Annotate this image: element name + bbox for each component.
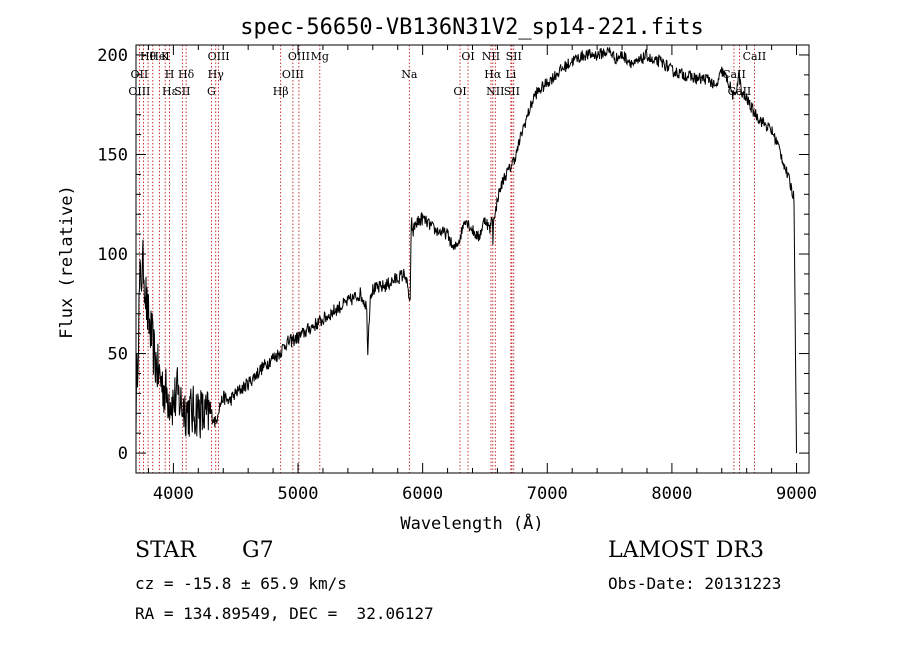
- line-label: H: [165, 68, 175, 81]
- line-label: OIII: [288, 50, 310, 63]
- spectral-line-labels: HθOIIOIIIKHHεHeIHδSIIOIIIHγGOIIIOIIIHβMg…: [128, 50, 766, 98]
- line-label: G: [207, 85, 216, 98]
- line-label: OIII: [208, 50, 230, 63]
- y-tick-label: 0: [118, 444, 128, 464]
- object-class: STAR: [135, 538, 196, 563]
- line-label: OIII: [282, 68, 304, 81]
- y-tick-label: 100: [97, 245, 128, 265]
- line-label: Hα: [484, 68, 502, 81]
- y-tick-label: 200: [97, 46, 128, 66]
- line-label: Hε: [162, 85, 178, 98]
- x-tick-label: 7000: [527, 484, 568, 504]
- x-tick-label: 6000: [402, 484, 443, 504]
- y-axis-label: Flux (relative): [57, 185, 77, 339]
- spectral-line-markers: [138, 45, 755, 473]
- line-label: SII: [504, 85, 520, 98]
- coordinates: RA = 134.89549, DEC = 32.06127: [135, 604, 434, 623]
- line-label: Na: [401, 68, 418, 81]
- axis-ticks: 4000 5000 6000 7000 8000 9000 0 50 100 150 200: [97, 45, 817, 504]
- chart-title: spec-56650-VB136N31V2_sp14-221.fits: [240, 15, 704, 40]
- line-label: Hθ: [140, 50, 157, 63]
- object-subclass: G7: [242, 538, 274, 563]
- y-tick-label: 50: [108, 345, 128, 365]
- x-axis-label: Wavelength (Å): [400, 512, 543, 534]
- x-tick-label: 4000: [153, 484, 194, 504]
- line-label: NII: [482, 50, 500, 63]
- line-label: Li: [505, 68, 516, 81]
- line-label: Mg: [311, 50, 329, 63]
- x-tick-label: 9000: [776, 484, 817, 504]
- y-tick-label: 150: [97, 145, 128, 165]
- redshift-text: cz = -15.8 ± 65.9 km/s: [135, 574, 347, 593]
- line-label: OIII: [128, 85, 150, 98]
- line-label: HeI: [149, 50, 169, 63]
- line-label: OI: [453, 85, 466, 98]
- x-tick-label: 8000: [651, 484, 692, 504]
- line-label: NII: [486, 85, 504, 98]
- survey-name: LAMOST DR3: [608, 538, 764, 563]
- line-label: CaII: [728, 85, 752, 98]
- line-label: Hβ: [273, 85, 289, 98]
- line-label: OI: [461, 50, 474, 63]
- x-tick-label: 5000: [278, 484, 319, 504]
- line-label: CaII: [743, 50, 767, 63]
- obs-date: Obs-Date: 20131223: [608, 574, 782, 593]
- line-label: Hγ: [208, 68, 225, 81]
- line-label: K: [161, 50, 170, 63]
- spectrum-line: [135, 47, 797, 454]
- line-label: Hδ: [178, 68, 195, 81]
- line-label: SII: [174, 85, 190, 98]
- plot-frame: [135, 44, 810, 474]
- line-label: SII: [506, 50, 522, 63]
